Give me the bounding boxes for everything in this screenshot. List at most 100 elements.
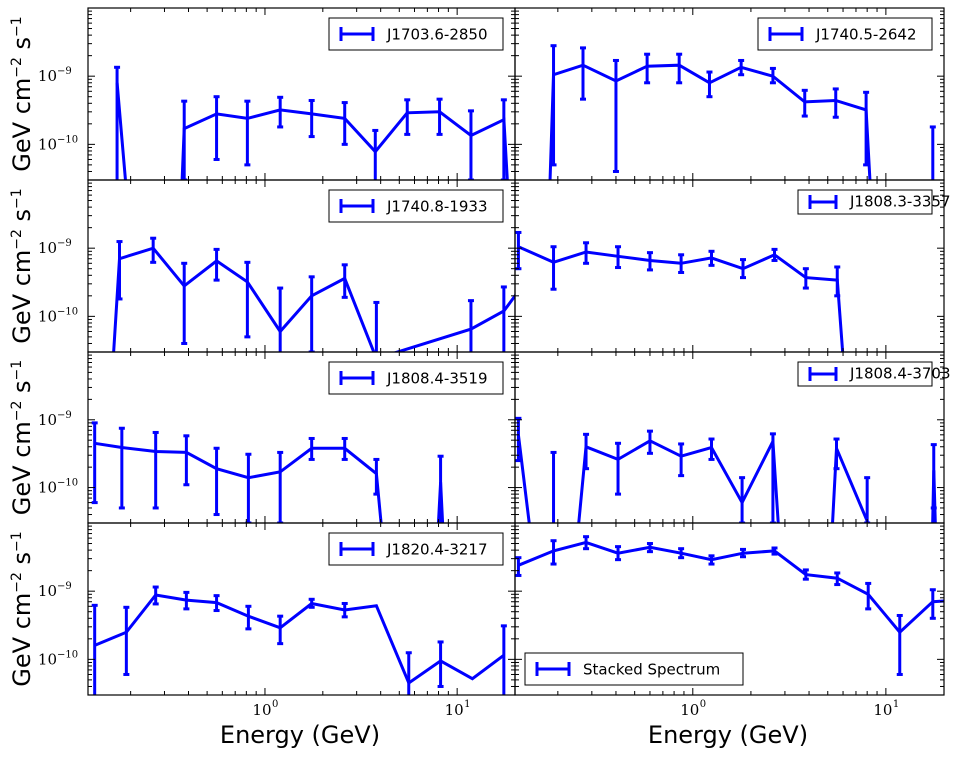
error-bar: [308, 436, 315, 461]
error-bar: [277, 614, 284, 646]
error-bar: [123, 605, 130, 676]
error-bar: [116, 240, 123, 301]
error-bar: [436, 97, 443, 136]
panel-6: J1808.4-3703: [514, 351, 951, 524]
y-tick-label: 10: [38, 582, 57, 600]
error-bar: [550, 44, 557, 167]
error-bar: [341, 263, 348, 299]
error-bar: [150, 236, 157, 264]
error-bar: [708, 554, 715, 566]
error-bar: [308, 98, 315, 139]
error-bar: [183, 434, 190, 487]
error-bar: [244, 260, 251, 339]
error-bar: [769, 432, 776, 523]
error-bar: [244, 99, 251, 167]
series-line: [517, 245, 845, 352]
plot-area: [114, 65, 509, 180]
x-tick-label: 10: [252, 701, 271, 719]
legend-errorbar-icon: [535, 662, 571, 676]
legend-label: J1740.5-2642: [815, 25, 917, 43]
error-bar: [341, 601, 348, 619]
error-bar: [833, 437, 840, 471]
y-tick-label: 10: [38, 239, 57, 257]
error-bar: [678, 253, 685, 274]
x-tick-label: 10: [680, 701, 699, 719]
legend: J1820.4-3217: [328, 532, 504, 566]
legend-box: [797, 189, 933, 215]
legend-label: J1740.8-1933: [386, 197, 488, 215]
legend-label: J1808.4-3703: [849, 365, 951, 383]
legend: J1808.4-3703: [797, 361, 951, 387]
error-bar: [91, 603, 98, 695]
error-bar: [373, 300, 380, 352]
plot-area: [515, 416, 937, 523]
x-tick-label: 10: [445, 701, 464, 719]
error-bar: [834, 571, 841, 587]
error-bar: [550, 539, 557, 566]
plot-area: [548, 44, 936, 180]
error-bar: [515, 416, 522, 463]
legend-errorbar-icon: [808, 195, 838, 209]
error-bar: [929, 125, 936, 180]
y-tick-exponent: −10: [57, 134, 78, 145]
y-tick-exponent: −9: [57, 410, 72, 421]
error-bar: [678, 547, 685, 560]
error-bar: [213, 247, 220, 282]
error-bar: [277, 286, 284, 352]
y-axis-label: GeV cm−2 s−1: [8, 531, 36, 686]
plot-area: [515, 535, 944, 676]
x-tick-exponent: 0: [272, 699, 278, 710]
x-tick-exponent: 1: [464, 699, 470, 710]
legend-errorbar-icon: [339, 27, 375, 41]
error-bar: [213, 446, 220, 517]
error-bar: [801, 88, 808, 118]
series-line: [94, 441, 445, 523]
y-tick-label: 10: [38, 411, 57, 429]
error-bar: [245, 604, 252, 631]
error-bar: [277, 450, 284, 523]
error-bar: [405, 651, 412, 695]
error-bar: [372, 128, 379, 180]
error-bar: [646, 542, 653, 554]
legend-label: J1820.4-3217: [386, 540, 488, 558]
error-bar: [404, 98, 411, 136]
error-bar: [612, 58, 619, 173]
error-bar: [930, 443, 937, 510]
error-bar: [834, 265, 841, 298]
x-axis-label-left: Energy (GeV): [220, 721, 380, 749]
series-line: [94, 593, 505, 686]
error-bar: [500, 98, 507, 180]
error-bar: [152, 585, 159, 606]
error-bar: [341, 436, 348, 461]
legend-label: J1808.4-3519: [386, 369, 488, 387]
plot-area: [91, 585, 507, 695]
legend: J1703.6-2850: [328, 17, 504, 51]
legend: J1740.8-1933: [328, 189, 504, 223]
error-bar: [708, 249, 715, 267]
axis-ticks: [515, 7, 945, 181]
panel-4: J1808.3-3357: [514, 179, 951, 353]
legend-label: Stacked Spectrum: [583, 660, 720, 678]
error-bar: [467, 109, 474, 180]
series-line: [517, 540, 944, 635]
y-tick-exponent: −9: [57, 581, 72, 592]
plot-area: [112, 236, 515, 352]
legend-errorbar-icon: [339, 371, 375, 385]
error-bar: [181, 99, 188, 180]
error-bar: [706, 70, 713, 99]
plot-area: [515, 230, 845, 352]
legend: Stacked Spectrum: [524, 652, 744, 686]
axis-ticks: [88, 179, 516, 353]
error-bar: [467, 299, 474, 352]
y-tick-label: 10: [38, 650, 57, 668]
error-bar: [341, 101, 348, 146]
y-tick-exponent: −10: [57, 478, 78, 489]
error-bar: [832, 87, 839, 119]
error-bar: [646, 429, 653, 455]
panel-2: J1740.5-2642: [514, 7, 945, 181]
error-bar: [437, 640, 444, 688]
legend-errorbar-icon: [768, 27, 804, 41]
